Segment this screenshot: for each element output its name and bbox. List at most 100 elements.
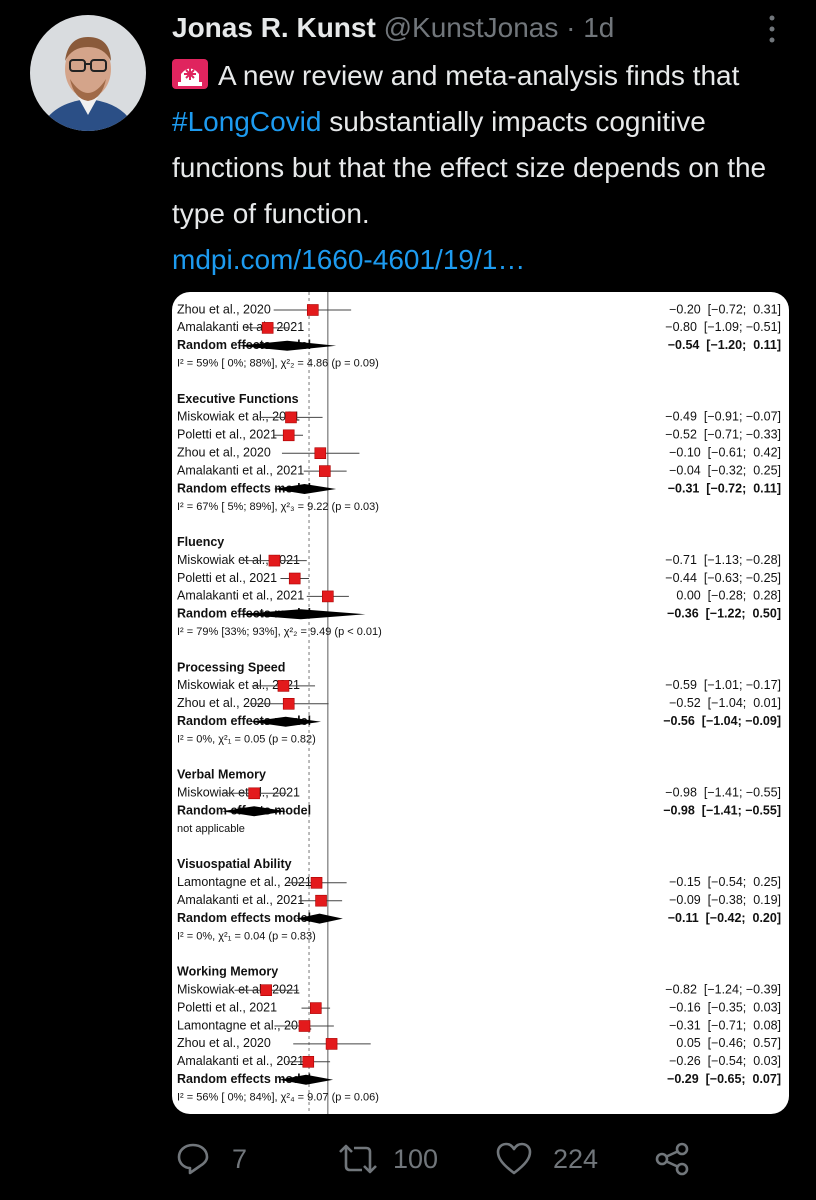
random-effects-label: −0.56 [−1.04; −0.09]	[663, 714, 781, 728]
heterogeneity: not applicable	[177, 823, 245, 835]
text-part: substantially impacts cognitive function…	[172, 106, 767, 229]
tweet-text: A new review and meta-analysis finds tha…	[172, 53, 804, 283]
study-name: Amalakanti et al., 2021	[177, 589, 304, 603]
effect-square	[260, 984, 272, 997]
action-bar: 7 100 224	[0, 1138, 816, 1182]
effect-square	[277, 680, 290, 692]
share-icon[interactable]	[654, 1142, 690, 1176]
effect-square	[309, 1002, 322, 1014]
study-name: Poletti et al., 2021	[177, 1000, 277, 1014]
heterogeneity: I² = 0%, χ²₁ = 0.05 (p = 0.82)	[177, 734, 316, 746]
random-effects-diamond	[296, 913, 343, 924]
study-name: Amalakanti et al., 2021	[177, 320, 304, 334]
more-menu[interactable]	[762, 14, 782, 44]
random-effects-label: −0.31 [−0.72; 0.11]	[668, 481, 781, 495]
study-name: Poletti et al., 2021	[177, 428, 277, 442]
effect-label: −0.82 [−1.24; −0.39]	[665, 982, 781, 996]
heterogeneity: I² = 56% [ 0%; 84%], χ²₄ = 9.07 (p = 0.0…	[177, 1092, 379, 1104]
effect-label: 0.00 [−0.28; 0.28]	[676, 589, 781, 603]
reply-icon[interactable]	[176, 1142, 210, 1176]
heterogeneity: I² = 59% [ 0%; 88%], χ²₂ = 4.86 (p = 0.0…	[177, 358, 379, 370]
effect-square	[268, 554, 281, 567]
study-name: Miskowiak et al., 2021	[177, 786, 300, 800]
hashtag[interactable]: #LongCovid	[172, 106, 322, 137]
effect-label: −0.04 [−0.32; 0.25]	[669, 463, 781, 477]
random-effects-label: −0.29 [−0.65; 0.07]	[667, 1072, 781, 1086]
like-count: 224	[553, 1144, 599, 1174]
effect-label: −0.80 [−1.09; −0.51]	[665, 320, 781, 334]
link[interactable]: mdpi.com/1660-4601/19/1…	[172, 244, 526, 275]
effect-square	[288, 572, 301, 585]
text-part: A new review and meta-analysis finds tha…	[218, 60, 740, 91]
effect-label: −0.71 [−1.13; −0.28]	[665, 553, 781, 567]
effect-label: −0.10 [−0.61; 0.42]	[669, 445, 781, 459]
group-title: Working Memory	[177, 965, 278, 979]
effect-square	[248, 787, 260, 800]
effect-square	[282, 429, 295, 442]
effect-square	[325, 1038, 338, 1050]
study-name: Amalakanti et al., 2021	[177, 463, 304, 477]
random-effects-label: −0.98 [−1.41; −0.55]	[663, 803, 781, 817]
study-name: Zhou et al., 2020	[177, 1036, 271, 1050]
effect-square	[306, 304, 319, 316]
effect-label: −0.26 [−0.54; 0.03]	[669, 1054, 781, 1068]
effect-label: −0.49 [−0.91; −0.07]	[665, 410, 781, 424]
separator: ·	[566, 12, 576, 43]
effect-label: −0.98 [−1.41; −0.55]	[665, 786, 781, 800]
random-effects-diamond	[221, 806, 287, 817]
effect-label: −0.52 [−1.04; 0.01]	[669, 696, 781, 710]
avatar[interactable]	[30, 15, 146, 131]
author-name[interactable]: Jonas R. Kunst	[172, 12, 376, 43]
heterogeneity: I² = 0%, χ²₁ = 0.04 (p = 0.83)	[177, 930, 316, 942]
retweet-count: 100	[393, 1144, 439, 1174]
effect-square	[315, 894, 327, 907]
group-title: Executive Functions	[177, 392, 299, 406]
effect-label: −0.59 [−1.01; −0.17]	[665, 678, 781, 692]
study-name: Miskowiak et al., 2021	[177, 982, 300, 996]
effect-label: −0.31 [−0.71; 0.08]	[669, 1018, 781, 1032]
retweet-icon[interactable]	[336, 1142, 380, 1176]
reply-count: 7	[232, 1144, 248, 1174]
group-title: Processing Speed	[177, 660, 285, 674]
effect-square	[310, 876, 323, 889]
heterogeneity: I² = 67% [ 5%; 89%], χ²₃ = 9.22 (p = 0.0…	[177, 501, 379, 513]
study-name: Zhou et al., 2020	[177, 445, 271, 459]
effect-square	[298, 1020, 311, 1032]
siren-emoji	[172, 59, 208, 89]
effect-label: 0.05 [−0.46; 0.57]	[676, 1036, 781, 1050]
avatar-image	[30, 15, 146, 131]
heterogeneity: I² = 79% [33%; 93%], χ²₂ = 9.49 (p < 0.0…	[177, 626, 382, 638]
effect-label: −0.09 [−0.38; 0.19]	[669, 893, 781, 907]
random-effects-diamond	[236, 609, 366, 620]
study-name: Lamontagne et al., 2021	[177, 1018, 312, 1032]
study-name: Miskowiak et al., 2021	[177, 553, 300, 567]
effect-label: −0.16 [−0.35; 0.03]	[669, 1000, 781, 1014]
study-name: Miskowiak et al., 2021	[177, 410, 300, 424]
study-name: Amalakanti et al., 2021	[177, 1054, 304, 1068]
effect-square	[302, 1055, 315, 1068]
study-name: Miskowiak et al., 2021	[177, 678, 300, 692]
attached-image[interactable]: Zhou et al., 2020 −0.20 [−0.72; 0.31] Amal…	[172, 292, 789, 1114]
author-handle[interactable]: @KunstJonas	[383, 12, 559, 43]
forest-plot: Zhou et al., 2020 −0.20 [−0.72; 0.31] Amal…	[177, 292, 781, 1114]
study-name: Amalakanti et al., 2021	[177, 893, 304, 907]
group-title: Verbal Memory	[177, 768, 266, 782]
study-name: Poletti et al., 2021	[177, 571, 277, 585]
effect-label: −0.20 [−0.72; 0.31]	[669, 302, 781, 316]
random-effects-label: −0.54 [−1.20; 0.11]	[668, 338, 781, 352]
group-title: Fluency	[177, 535, 224, 549]
effect-square	[314, 447, 327, 459]
effect-square	[319, 465, 331, 477]
like-icon[interactable]	[496, 1142, 532, 1176]
effect-label: −0.44 [−0.63; −0.25]	[665, 571, 781, 585]
effect-label: −0.15 [−0.54; 0.25]	[669, 875, 781, 889]
timestamp[interactable]: 1d	[583, 12, 615, 43]
study-name: Lamontagne et al., 2021	[177, 875, 312, 889]
random-effects-name: Random effects model	[177, 1072, 311, 1086]
effect-square	[285, 411, 297, 424]
group-title: Visuospatial Ability	[177, 857, 292, 871]
effect-square	[322, 590, 334, 603]
random-effects-name: Random effects model	[177, 481, 311, 495]
study-name: Zhou et al., 2020	[177, 302, 271, 316]
